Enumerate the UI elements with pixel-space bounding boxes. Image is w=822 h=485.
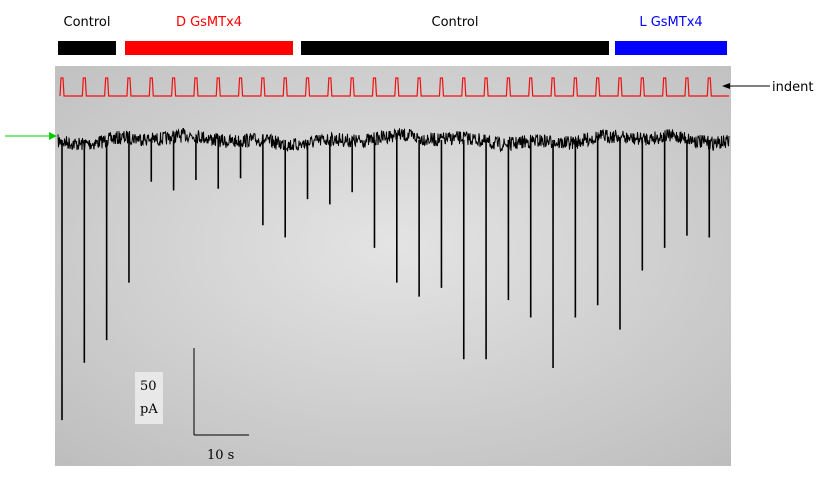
scale-label-bg — [135, 372, 163, 424]
condition-label: Control — [64, 15, 111, 30]
scale-current-value: 50 — [140, 379, 157, 394]
condition-bar — [615, 41, 727, 55]
baseline-arrowhead — [49, 132, 57, 140]
trace — [57, 77, 730, 421]
condition-label: L GsMTx4 — [639, 15, 702, 30]
condition-bar — [301, 41, 609, 55]
current-noise — [57, 127, 730, 153]
condition-label: Control — [432, 15, 479, 30]
header: Control D GsMTx4 Control L GsMTx4 — [58, 15, 727, 55]
scale-current-unit: pA — [140, 402, 158, 417]
condition-bar — [125, 41, 293, 55]
indent-arrowhead — [722, 83, 730, 89]
scale-time: 10 s — [207, 448, 234, 463]
indent-stimulus — [59, 77, 729, 97]
condition-label: D GsMTx4 — [176, 15, 242, 30]
condition-bar — [58, 41, 116, 55]
indent-label: indent — [772, 80, 813, 95]
